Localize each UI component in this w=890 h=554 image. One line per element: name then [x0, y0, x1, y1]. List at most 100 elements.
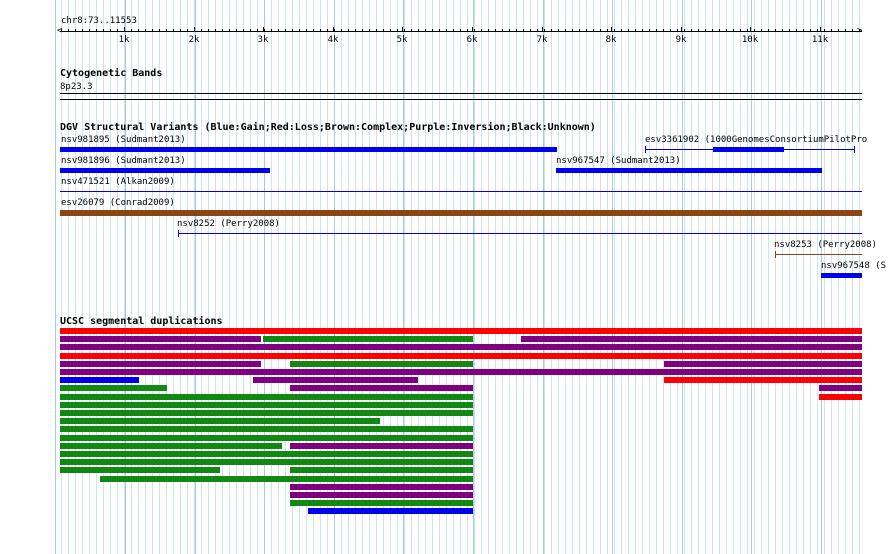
ruler-minor-tick [320, 29, 321, 32]
segdup-feature[interactable] [100, 475, 473, 482]
segdup-feature[interactable] [290, 385, 473, 392]
dgv-feature-esv26079[interactable] [60, 210, 862, 216]
grid-line [292, 0, 293, 554]
dgv-feature-nsv471521[interactable] [60, 191, 862, 192]
grid-line [705, 0, 706, 554]
segdup-feature[interactable] [819, 393, 862, 400]
segdup-feature[interactable] [521, 336, 862, 343]
ruler-major-tick [820, 27, 821, 32]
segdup-feature[interactable] [290, 500, 473, 507]
segdup-feature[interactable] [60, 467, 220, 474]
grid-line [145, 0, 146, 554]
ruler-left-arrow: < [57, 26, 63, 36]
grid-line [516, 0, 517, 554]
grid-line [488, 0, 489, 554]
segdup-feature[interactable] [60, 352, 862, 359]
ruler-minor-tick [145, 29, 146, 32]
segdup-feature[interactable] [290, 360, 473, 367]
segdup-feature[interactable] [60, 344, 862, 351]
segdup-feature[interactable] [290, 483, 473, 490]
dgv-feature-nsv967548[interactable] [821, 273, 862, 278]
dgv-label-nsv471521[interactable]: nsv471521 (Alkan2009) [61, 177, 175, 187]
segdup-feature[interactable] [60, 360, 261, 367]
segdup-feature[interactable] [60, 418, 380, 425]
dgv-track-title[interactable]: DGV Structural Variants (Blue:Gain;Red:L… [60, 122, 596, 133]
grid-line [775, 0, 776, 554]
segdup-feature[interactable] [290, 442, 473, 449]
segdup-feature[interactable] [60, 377, 139, 384]
segdup-feature[interactable] [253, 377, 418, 384]
ruler-minor-tick [138, 29, 139, 32]
ruler-minor-tick [488, 29, 489, 32]
segdup-feature[interactable] [664, 360, 862, 367]
segdup-feature[interactable] [60, 426, 473, 433]
ruler-minor-tick [222, 29, 223, 32]
ruler-minor-tick [768, 29, 769, 32]
segdup-feature[interactable] [308, 508, 473, 515]
ruler-minor-tick [201, 29, 202, 32]
grid-line [810, 0, 811, 554]
ruler-minor-tick [376, 29, 377, 32]
dgv-label-nsv967547[interactable]: nsv967547 (Sudmant2013) [556, 156, 681, 166]
ruler-minor-tick [432, 29, 433, 32]
segdup-feature[interactable] [60, 451, 473, 457]
grid-line [362, 0, 363, 554]
segdup-feature[interactable] [664, 377, 862, 384]
dgv-feature-nsv8253[interactable] [775, 254, 862, 255]
ruler-minor-tick [103, 29, 104, 32]
dgv-feature-esv3361902-block[interactable] [713, 147, 784, 152]
grid-line [285, 0, 286, 554]
cytoband-track-title[interactable]: Cytogenetic Bands [60, 68, 163, 79]
segdup-feature[interactable] [60, 385, 167, 392]
ruler-minor-tick [572, 29, 573, 32]
segdup-feature[interactable] [290, 492, 473, 498]
ruler-minor-tick [628, 29, 629, 32]
ruler-tick-label: 5k [396, 35, 408, 45]
segdup-feature[interactable] [819, 385, 862, 392]
ruler-minor-tick [243, 29, 244, 32]
segdup-feature[interactable] [60, 410, 473, 416]
grid-line-major [334, 0, 335, 554]
dgv-label-nsv8252[interactable]: nsv8252 (Perry2008) [177, 219, 280, 229]
segdup-feature[interactable] [263, 336, 473, 343]
dgv-feature-nsv8252-start [178, 230, 179, 237]
ruler-minor-tick [236, 29, 237, 32]
segdup-feature[interactable] [290, 467, 473, 474]
dgv-label-nsv981895[interactable]: nsv981895 (Sudmant2013) [61, 135, 186, 145]
segdup-feature[interactable] [60, 393, 473, 400]
grid-line [467, 0, 468, 554]
segdup-feature[interactable] [60, 442, 282, 449]
ruler-minor-tick [642, 29, 643, 32]
dgv-feature-nsv967547[interactable] [556, 168, 822, 173]
grid-line [257, 0, 258, 554]
ruler-minor-tick [824, 29, 825, 32]
dgv-feature-nsv981896[interactable] [60, 168, 270, 173]
ruler-tick-label: 6k [466, 35, 478, 45]
segdup-feature[interactable] [60, 401, 473, 408]
dgv-feature-nsv8252[interactable] [178, 233, 862, 234]
segdup-feature[interactable] [60, 328, 862, 334]
dgv-label-nsv981896[interactable]: nsv981896 (Sudmant2013) [61, 156, 186, 166]
ruler-minor-tick [89, 29, 90, 32]
grid-line [747, 0, 748, 554]
dgv-label-nsv967548[interactable]: nsv967548 (S [821, 261, 887, 271]
segdup-track-title[interactable]: UCSC segmental duplications [60, 316, 223, 327]
ruler-axis [60, 31, 862, 32]
dgv-label-esv3361902[interactable]: esv3361902 (1000GenomesConsortiumPilotPr… [645, 135, 868, 145]
segdup-feature[interactable] [60, 434, 473, 441]
ruler-minor-tick [341, 29, 342, 32]
grid-line [173, 0, 174, 554]
grid-line [712, 0, 713, 554]
grid-line [621, 0, 622, 554]
dgv-label-esv26079[interactable]: esv26079 (Conrad2009) [61, 198, 175, 208]
ruler-minor-tick [299, 29, 300, 32]
dgv-feature-nsv981895[interactable] [60, 147, 557, 152]
segdup-feature[interactable] [60, 336, 261, 343]
segdup-feature[interactable] [60, 369, 862, 375]
ruler-minor-tick [579, 29, 580, 32]
dgv-label-nsv8253[interactable]: nsv8253 (Perry2008) [774, 240, 877, 250]
segdup-feature[interactable] [60, 459, 473, 466]
grid-line [726, 0, 727, 554]
grid-line [306, 0, 307, 554]
